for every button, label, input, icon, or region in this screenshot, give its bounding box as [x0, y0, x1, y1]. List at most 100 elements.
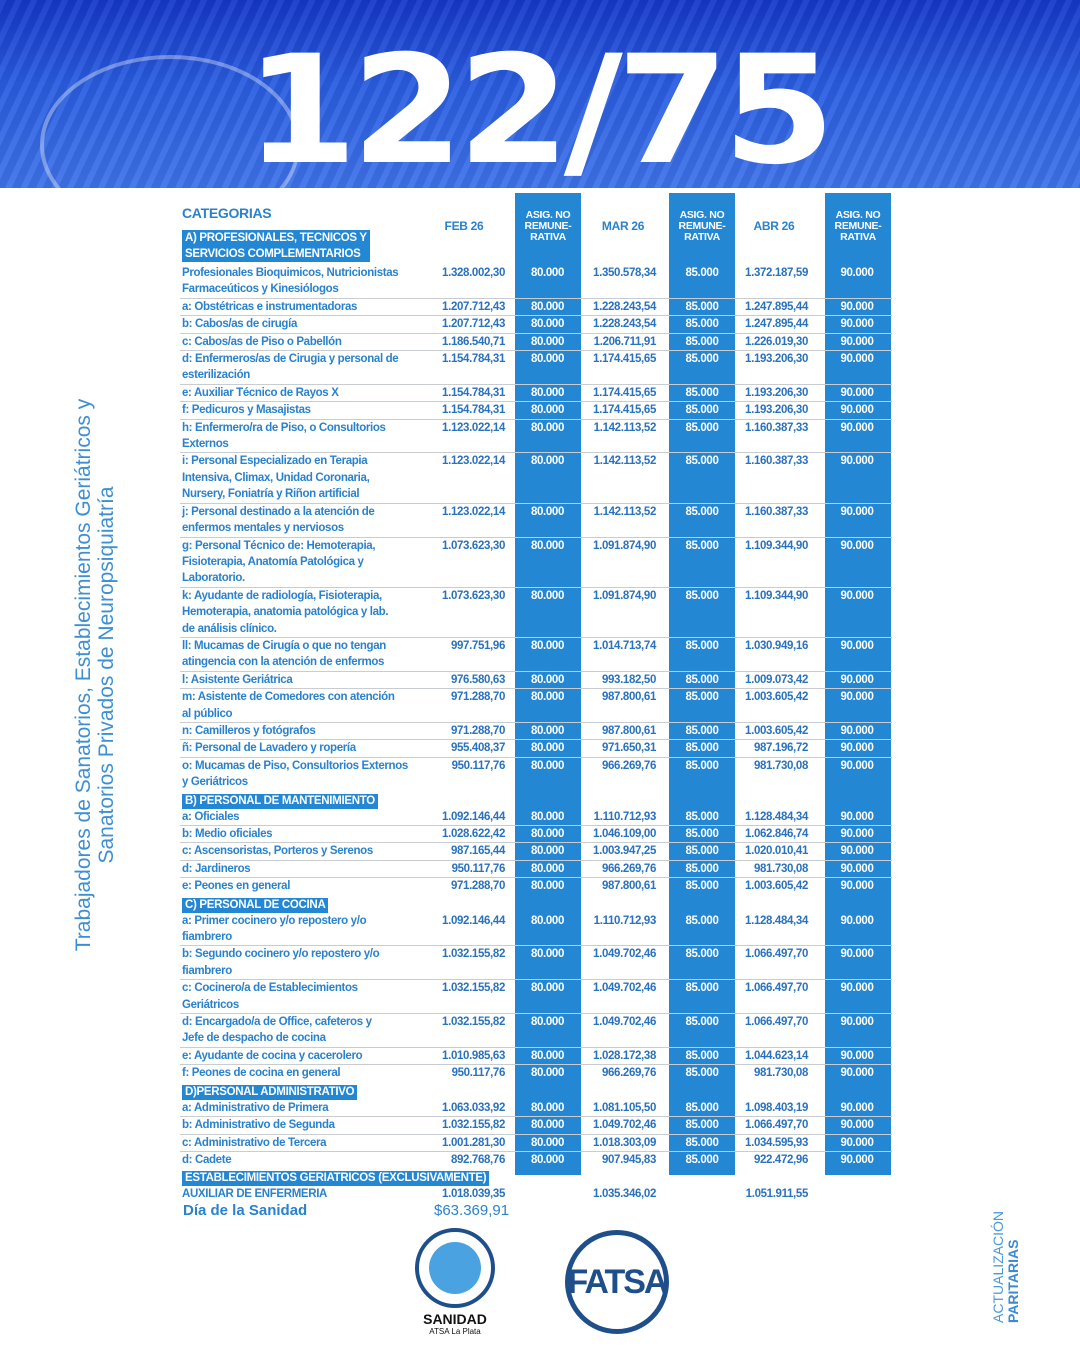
asig-feb-value: 80.000 — [530, 639, 565, 652]
table-row: h: Enfermero/ra de Piso, o Consultorios … — [180, 420, 892, 454]
col-header-abr: ABR 26 — [753, 219, 795, 233]
asig-feb-value: 80.000 — [530, 759, 565, 772]
mar-value: 1.049.702,46 — [593, 1119, 656, 1132]
category-label: a: Administrativo de Primera — [182, 1101, 329, 1114]
category-label: e: Auxiliar Técnico de Rayos X — [182, 386, 339, 399]
feb-value: 1.328.002,30 — [442, 267, 505, 279]
asig-abr-value: 90.000 — [840, 639, 874, 652]
asig-mar-value: 85.000 — [685, 862, 719, 875]
abr-value: 922.472,96 — [753, 1153, 808, 1166]
table-row: f: Peones de cocina en general 950.117,76… — [180, 1065, 892, 1081]
mar-value: 1.206.711,91 — [593, 335, 657, 348]
asig-mar-value: 85.000 — [685, 1049, 719, 1062]
feb-value: 1.154.784,31 — [442, 353, 505, 366]
asig-mar-value: 85.000 — [685, 1136, 719, 1149]
asig-mar-value: 85.000 — [685, 267, 719, 279]
asig-feb-value: 80.000 — [530, 691, 565, 704]
col-header-asig-mar: ASIG. NO REMUNE- RATIVA — [678, 209, 726, 243]
asig-mar-value: 85.000 — [685, 810, 719, 823]
table-row: o: Mucamas de Piso, Consultorios Externo… — [180, 758, 892, 791]
abr-value: 1.066.497,70 — [745, 982, 808, 995]
category-label: c: Cabos/as de Piso o Pabellón — [182, 335, 342, 348]
asig-feb-value: 80.000 — [530, 1153, 565, 1166]
asig-feb-value: 80.000 — [530, 300, 565, 313]
asig-abr-value: 90.000 — [840, 1136, 874, 1149]
abr-value: 1.193.206,30 — [745, 404, 808, 417]
abr-value: 1.044.623,14 — [745, 1049, 808, 1062]
salary-table: A) PROFESIONALES, TECNICOS Y SERVICIOS C… — [180, 229, 892, 1203]
mar-value: 987.800,61 — [601, 691, 656, 704]
sanidad-logo-text: SANIDAD — [423, 1311, 487, 1327]
feb-value: 1.028.622,42 — [442, 828, 505, 840]
asig-feb-value: 80.000 — [530, 335, 565, 348]
asig-mar-value: 85.000 — [685, 1119, 719, 1132]
asig-feb-value: 80.000 — [530, 1101, 565, 1114]
category-label: g: Personal Técnico de: Hemoterapia, Fis… — [182, 539, 376, 585]
table-row: c: Ascensoristas, Porteros y Serenos 987.… — [180, 843, 892, 861]
table-row: j: Personal destinado a la atención de e… — [180, 504, 892, 538]
table-row: n: Camilleros y fotógrafos 971.288,70 80.0… — [180, 723, 892, 741]
categories-header: CATEGORIAS — [182, 205, 272, 221]
asig-abr-value: 90.000 — [840, 318, 874, 331]
asig-mar-value: 85.000 — [685, 914, 719, 927]
asig-abr-value: 90.000 — [840, 982, 874, 995]
province-map-icon — [429, 1242, 481, 1294]
category-label: c: Ascensoristas, Porteros y Serenos — [182, 845, 373, 858]
asig-abr-value: 90.000 — [840, 386, 874, 399]
asig-feb-value: 80.000 — [530, 845, 565, 858]
asig-mar-value: 85.000 — [685, 404, 719, 417]
table-row: g: Personal Técnico de: Hemoterapia, Fis… — [180, 538, 892, 588]
feb-value: 1.154.784,31 — [442, 404, 505, 417]
abr-value: 1.003.605,42 — [745, 724, 808, 737]
mar-value: 1.028.172,38 — [593, 1049, 656, 1062]
asig-mar-value: 85.000 — [685, 455, 719, 468]
asig-mar-value: 85.000 — [685, 724, 719, 737]
section-title: C) PERSONAL DE COCINA — [182, 897, 329, 913]
asig-mar-value: 85.000 — [685, 673, 719, 686]
category-label: n: Camilleros y fotógrafos — [182, 724, 316, 737]
category-label: e: Ayudante de cocina y cacerolero — [182, 1049, 363, 1062]
feb-value: 892.768,76 — [450, 1153, 505, 1166]
feb-value: 1.018.039,35 — [442, 1188, 505, 1201]
asig-feb-value: 80.000 — [530, 421, 565, 434]
category-label: h: Enfermero/ra de Piso, o Consultorios … — [182, 421, 386, 451]
category-label: f: Peones de cocina en general — [182, 1067, 341, 1080]
asig-abr-value: 90.000 — [840, 673, 874, 686]
mar-value: 1.081.105,50 — [593, 1101, 656, 1114]
mar-value: 966.269,76 — [601, 759, 656, 772]
mar-value: 907.945,83 — [601, 1153, 656, 1166]
category-label: a: Oficiales — [182, 810, 240, 823]
abr-value: 1.160.387,33 — [745, 505, 808, 518]
category-label: b: Segundo cocinero y/o repostero y/o fi… — [182, 948, 380, 977]
asig-feb-value: 80.000 — [530, 1049, 565, 1062]
feb-value: 1.032.155,82 — [442, 982, 505, 995]
asig-abr-value: 90.000 — [840, 862, 874, 875]
asig-feb-value: 80.000 — [530, 880, 565, 893]
category-label: b: Medio oficiales — [182, 828, 273, 840]
asig-mar-value: 85.000 — [685, 505, 719, 518]
asig-mar-value: 85.000 — [685, 742, 719, 755]
table-row: b: Cabos/as de cirugía 1.207.712,43 80.000… — [180, 316, 892, 334]
table-row: d: Enfermeros/as de Cirugia y personal d… — [180, 351, 892, 385]
section-header: D)PERSONAL ADMINISTRATIVO — [180, 1082, 892, 1100]
feb-value: 1.032.155,82 — [442, 1119, 505, 1132]
mar-value: 1.350.578,34 — [593, 267, 656, 279]
mar-value: 993.182,50 — [601, 673, 656, 686]
sanidad-logo — [415, 1228, 495, 1308]
section-header: C) PERSONAL DE COCINA — [180, 895, 892, 913]
asig-mar-value: 85.000 — [685, 589, 719, 602]
table-row: a: Primer cocinero y/o repostero y/o fia… — [180, 913, 892, 947]
mar-value: 1.018.303,09 — [593, 1136, 656, 1149]
category-label: m: Asistente de Comedores con atención a… — [182, 691, 395, 720]
mar-value: 987.800,61 — [601, 724, 656, 737]
hero-title: 122/75 — [245, 24, 835, 188]
asig-column-bar-feb — [515, 193, 581, 1175]
feb-value: 950.117,76 — [451, 862, 506, 875]
asig-abr-value: 90.000 — [840, 300, 874, 313]
asig-abr-value: 90.000 — [840, 335, 874, 348]
category-label: a: Primer cocinero y/o repostero y/o fia… — [182, 914, 367, 944]
feb-value: 1.001.281,30 — [442, 1136, 505, 1149]
asig-abr-value: 90.000 — [840, 810, 874, 823]
table-row: l: Asistente Geriátrica 976.580,63 80.000 9… — [180, 672, 892, 690]
section-header: A) PROFESIONALES, TECNICOS Y SERVICIOS C… — [180, 229, 892, 262]
